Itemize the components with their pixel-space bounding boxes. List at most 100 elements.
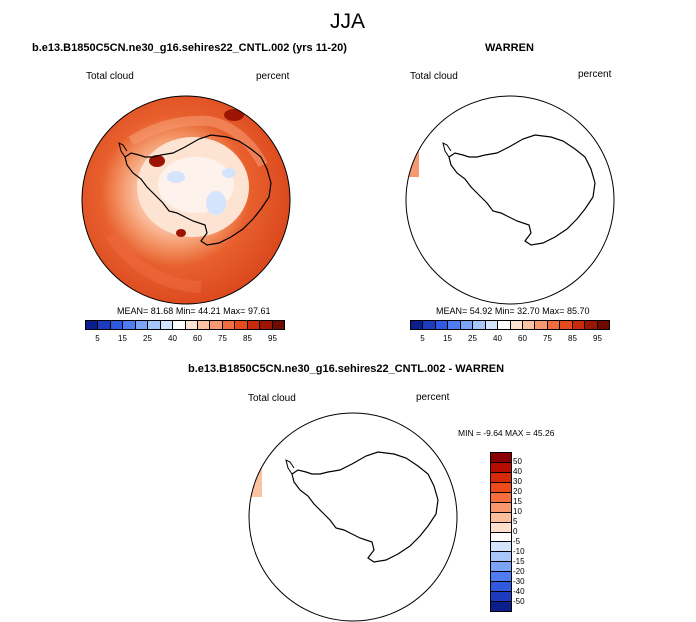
model-colorbar-tick-label: 15 [118, 334, 127, 343]
obs-stats: MEAN= 54.92 Min= 32.70 Max= 85.70 [436, 306, 590, 316]
diff-colorbar-tick-label: 40 [513, 467, 522, 476]
model-variable-label: Total cloud [86, 71, 134, 82]
diff-colorbar-tick-label: 5 [513, 517, 518, 526]
model-colorbar-swatch [160, 321, 174, 329]
obs-colorbar-tick-label: 5 [420, 334, 425, 343]
obs-polar-map [405, 95, 615, 305]
model-low-patch-c [222, 168, 236, 178]
model-low-patch-a [167, 171, 185, 183]
diff-units-label: percent [416, 392, 450, 403]
obs-colorbar-swatch [473, 321, 486, 329]
obs-colorbar-swatch [485, 321, 499, 329]
model-colorbar-tick-label: 85 [243, 334, 252, 343]
obs-variable-label: Total cloud [410, 71, 458, 82]
obs-map-border [405, 95, 615, 305]
obs-colorbar-tick-label: 15 [443, 334, 452, 343]
diff-colorbar-tick-label: 30 [513, 477, 522, 486]
model-colorbar [85, 320, 285, 330]
model-max-patch-b [224, 109, 244, 121]
model-max-patch-a [149, 155, 165, 167]
obs-colorbar-swatch [597, 321, 609, 329]
diff-colorbar-swatch [491, 502, 511, 513]
diff-colorbar-swatch [491, 492, 511, 503]
diff-colorbar-swatch [491, 592, 511, 603]
obs-colorbar-tick-label: 85 [568, 334, 577, 343]
obs-colorbar-swatch [498, 321, 511, 329]
diff-colorbar-tick-label: -30 [513, 577, 525, 586]
model-colorbar-swatch [272, 321, 284, 329]
diff-field-fill [249, 413, 457, 621]
diff-colorbar-swatch [491, 512, 511, 523]
obs-colorbar-swatch [411, 321, 424, 329]
diff-colorbar-swatch [491, 472, 511, 483]
diff-colorbar-swatch [491, 572, 511, 583]
model-antarctica-coastline [124, 134, 272, 246]
obs-units-label: percent [578, 69, 612, 80]
model-colorbar-swatch [260, 321, 273, 329]
diff-antarctica-coastline [291, 451, 439, 563]
model-colorbar-swatch [185, 321, 198, 329]
obs-colorbar-swatch [585, 321, 598, 329]
diff-colorbar-swatch [491, 532, 511, 543]
model-colorbar-tick-label: 60 [193, 334, 202, 343]
diff-colorbar-swatch [491, 462, 511, 473]
model-colorbar-swatch [210, 321, 223, 329]
model-stats: MEAN= 81.68 Min= 44.21 Max= 97.61 [117, 306, 271, 316]
model-colorbar-swatch [247, 321, 261, 329]
model-band-north [128, 115, 268, 168]
model-max-patch-c [176, 229, 186, 237]
obs-colorbar-tick-label: 40 [493, 334, 502, 343]
model-panel-title: b.e13.B1850C5CN.ne30_g16.sehires22_CNTL.… [32, 42, 347, 54]
obs-colorbar-swatch [448, 321, 461, 329]
obs-antarctica-coastline [448, 134, 596, 246]
diff-colorbar-swatch [491, 542, 511, 553]
diff-colorbar-swatch [491, 522, 511, 533]
model-colorbar-swatch [110, 321, 124, 329]
obs-panel-title: WARREN [485, 42, 534, 54]
diff-colorbar-swatch [491, 552, 511, 563]
diff-colorbar-tick-label: -5 [513, 537, 521, 546]
figure-title: JJA [330, 10, 366, 33]
model-peninsula-coastline [118, 142, 128, 158]
model-colorbar-swatch [98, 321, 111, 329]
obs-colorbar [410, 320, 610, 330]
obs-colorbar-swatch [547, 321, 561, 329]
obs-colorbar-tick-label: 75 [543, 334, 552, 343]
diff-colorbar-tick-label: -40 [513, 587, 525, 596]
obs-colorbar-swatch [535, 321, 548, 329]
diff-colorbar-tick-label: -15 [513, 557, 525, 566]
diff-colorbar-tick-label: 10 [513, 507, 522, 516]
model-colorbar-swatch [135, 321, 149, 329]
obs-colorbar-swatch [572, 321, 586, 329]
model-colorbar-tick-label: 25 [143, 334, 152, 343]
obs-field-fill [406, 96, 614, 304]
model-map-border [81, 95, 291, 305]
diff-colorbar-ticks: 50 40 30 20 15 10 5 0 -5 -10 -15 -20 -30 -40 -50 [513, 452, 543, 612]
model-colorbar-tick-label: 40 [168, 334, 177, 343]
diff-colorbar-tick-label: 20 [513, 487, 522, 496]
obs-colorbar-swatch [560, 321, 573, 329]
diff-colorbar-tick-label: -50 [513, 597, 525, 606]
model-polar-map [81, 95, 291, 305]
obs-colorbar-ticks: 5 15 25 40 60 75 85 95 [410, 334, 610, 346]
model-colorbar-swatch [173, 321, 186, 329]
obs-colorbar-swatch [510, 321, 523, 329]
model-colorbar-tick-label: 75 [218, 334, 227, 343]
model-colorbar-tick-label: 95 [268, 334, 277, 343]
diff-colorbar-swatch [491, 482, 511, 493]
diff-polar-map [248, 412, 458, 622]
model-colorbar-swatch [235, 321, 248, 329]
diff-variable-label: Total cloud [248, 393, 296, 404]
model-low-patch-b [206, 191, 226, 215]
diff-colorbar-tick-label: 15 [513, 497, 522, 506]
model-colorbar-swatch [86, 321, 99, 329]
model-colorbar-ticks: 5 15 25 40 60 75 85 95 [85, 334, 285, 346]
model-colorbar-swatch [197, 321, 211, 329]
obs-colorbar-swatch [435, 321, 449, 329]
model-colorbar-swatch [222, 321, 236, 329]
model-band-south [106, 231, 202, 293]
obs-colorbar-swatch [460, 321, 474, 329]
obs-colorbar-swatch [522, 321, 536, 329]
diff-colorbar-tick-label: 0 [513, 527, 518, 536]
diff-colorbar-tick-label: 50 [513, 457, 522, 466]
